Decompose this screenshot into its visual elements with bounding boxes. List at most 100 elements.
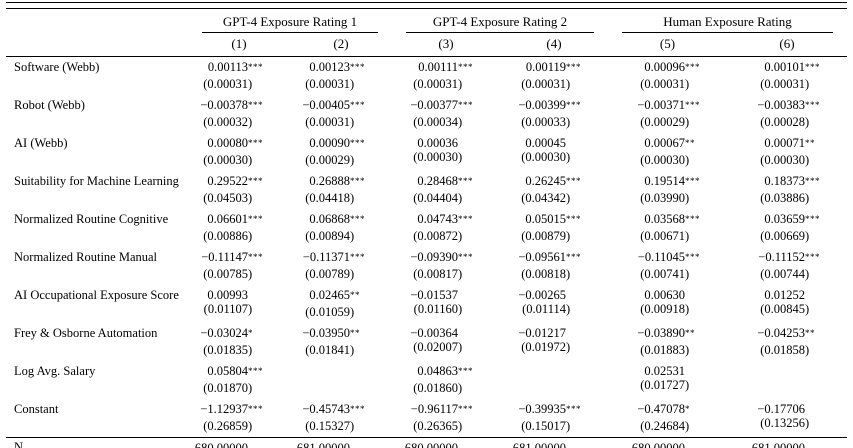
standard-error-close-paren: )	[458, 229, 463, 243]
significance-stars: ***	[458, 366, 473, 376]
standard-error-close-paren: )	[458, 302, 463, 316]
coefficient-value: −0.03890	[637, 326, 685, 340]
column-number-2: (2)	[290, 33, 392, 57]
coefficient-cell: 0.00123 *** (0.00031)	[290, 57, 392, 96]
standard-error-close-paren: )	[685, 267, 690, 281]
coefficient-cell: −0.00371 *** (0.00029)	[608, 95, 727, 133]
standard-error-close-paren: )	[248, 153, 253, 167]
standard-error: (0.00894	[305, 229, 350, 243]
stat-value: 680.00000	[194, 440, 248, 448]
significance-stars: ***	[458, 62, 473, 72]
variable-row: Log Avg. Salary 0.05804 *** (0.01870) 0.0486…	[6, 361, 847, 399]
standard-error: (0.00031	[305, 115, 350, 129]
significance-stars: ***	[248, 138, 263, 148]
variable-label: AI (Webb)	[14, 136, 68, 150]
variable-row: Normalized Routine Manual −0.11147 *** (0.0…	[6, 247, 847, 285]
label-column-spacer	[6, 33, 188, 57]
stat-value-cell: 680.00000	[608, 437, 727, 448]
stat-row: N 680.00000 681.00000 680.00000 681.00000 680…	[6, 437, 848, 448]
standard-error-close-paren: )	[248, 191, 253, 205]
variable-label: Normalized Routine Manual	[14, 250, 158, 264]
coefficient-value: 0.00096	[644, 60, 685, 74]
coefficient-cell: −0.03950 ** (0.01841)	[290, 323, 392, 361]
coefficient-value: 0.04743	[417, 212, 458, 226]
coefficient-value: −0.09561	[518, 250, 566, 264]
coefficient-value: −0.11371	[302, 250, 350, 264]
coefficient-cell: 0.00071 ** (0.00030)	[727, 133, 847, 171]
standard-error: (0.01972	[521, 340, 566, 354]
standard-error-close-paren: )	[566, 340, 571, 354]
stat-value: 681.00000	[296, 440, 350, 448]
standard-error-close-paren: )	[458, 419, 463, 433]
standard-error-close-paren: )	[248, 267, 253, 281]
standard-error: (0.01160	[413, 302, 458, 316]
standard-error-close-paren: )	[685, 191, 690, 205]
standard-error: (0.00886	[203, 229, 248, 243]
standard-error: (0.00030	[760, 153, 806, 167]
coefficient-value: 0.18373	[764, 174, 806, 188]
column-group-human-rating: Human Exposure Rating	[608, 11, 847, 33]
coefficient-value: −0.00378	[200, 98, 248, 112]
coefficient-cell: 0.00080 *** (0.00030)	[188, 133, 290, 171]
standard-error: (0.01727	[640, 378, 685, 392]
column-group-row: GPT-4 Exposure Rating 1 GPT-4 Exposure R…	[6, 11, 847, 33]
coefficient-value: −0.00265	[518, 288, 566, 302]
standard-error: (0.04418	[305, 191, 350, 205]
coefficient-cell	[290, 361, 392, 399]
stat-value: 680.00000	[404, 440, 458, 448]
coefficient-cell: −0.39935 *** (0.15017)	[500, 399, 608, 438]
significance-stars: **	[350, 290, 360, 300]
standard-error: (0.00030	[640, 153, 685, 167]
coefficient-value: 0.00071	[764, 136, 806, 150]
standard-error: (0.00030	[413, 150, 458, 164]
stat-value-cell: 680.00000	[188, 437, 290, 448]
variable-row: AI (Webb) 0.00080 *** (0.00030) 0.00090 *** (0…	[6, 133, 847, 171]
coefficient-value: −0.00399	[518, 98, 566, 112]
significance-stars: ***	[248, 62, 263, 72]
coefficient-cell: −0.00405 *** (0.00031)	[290, 95, 392, 133]
coefficient-cell: 0.29522 *** (0.04503)	[188, 171, 290, 209]
standard-error: (0.00031	[640, 77, 685, 91]
standard-error-close-paren: )	[805, 77, 810, 91]
standard-error-close-paren: )	[350, 419, 355, 433]
variable-label: Software (Webb)	[14, 60, 100, 74]
coefficient-value: −0.96117	[410, 402, 458, 416]
significance-stars: ***	[805, 62, 821, 72]
standard-error: (0.00872	[413, 229, 458, 243]
coefficient-cell: 0.00045 (0.00030)	[500, 133, 608, 171]
coefficient-cell: 0.18373 *** (0.03886)	[727, 171, 847, 209]
column-group-gpt4-rating-2: GPT-4 Exposure Rating 2	[392, 11, 608, 33]
coefficient-cell: 0.03568 *** (0.00671)	[608, 209, 727, 247]
regression-table: GPT-4 Exposure Rating 1 GPT-4 Exposure R…	[6, 11, 848, 448]
standard-error: (0.00029	[305, 153, 350, 167]
significance-stars: ***	[458, 100, 473, 110]
label-column-header	[6, 11, 188, 33]
coefficient-cell: 0.01252 (0.00845)	[727, 285, 847, 323]
standard-error-close-paren: )	[458, 115, 463, 129]
coefficient-cell: −0.03890 ** (0.01883)	[608, 323, 727, 361]
significance-stars: **	[805, 328, 816, 338]
variable-label: Constant	[14, 402, 59, 416]
standard-error: (0.04404	[413, 191, 458, 205]
standard-error: (0.01107	[203, 302, 248, 316]
coefficient-value: −0.00405	[302, 98, 350, 112]
coefficient-cell: −0.11045 *** (0.00741)	[608, 247, 727, 285]
coefficient-value: 0.00119	[525, 60, 566, 74]
coefficient-value: −0.17706	[757, 402, 806, 416]
coefficient-value: 0.02531	[644, 364, 685, 378]
standard-error: (0.02007	[413, 340, 458, 354]
coefficient-cell: 0.00036 (0.00030)	[392, 133, 500, 171]
significance-stars: ***	[805, 214, 821, 224]
standard-error-close-paren: )	[458, 150, 463, 164]
coefficient-value: 0.00045	[525, 136, 566, 150]
significance-stars: ***	[458, 404, 473, 414]
standard-error: (0.00030	[203, 153, 248, 167]
coefficient-value: 0.00036	[417, 136, 458, 150]
standard-error-close-paren: )	[458, 77, 463, 91]
standard-error: (0.00031	[760, 77, 806, 91]
coefficient-value: 0.29522	[207, 174, 248, 188]
coefficient-value: 0.26245	[525, 174, 566, 188]
variable-label: Robot (Webb)	[14, 98, 85, 112]
significance-stars: ***	[248, 252, 263, 262]
coefficient-cell: −0.00265 (0.01114)	[500, 285, 608, 323]
